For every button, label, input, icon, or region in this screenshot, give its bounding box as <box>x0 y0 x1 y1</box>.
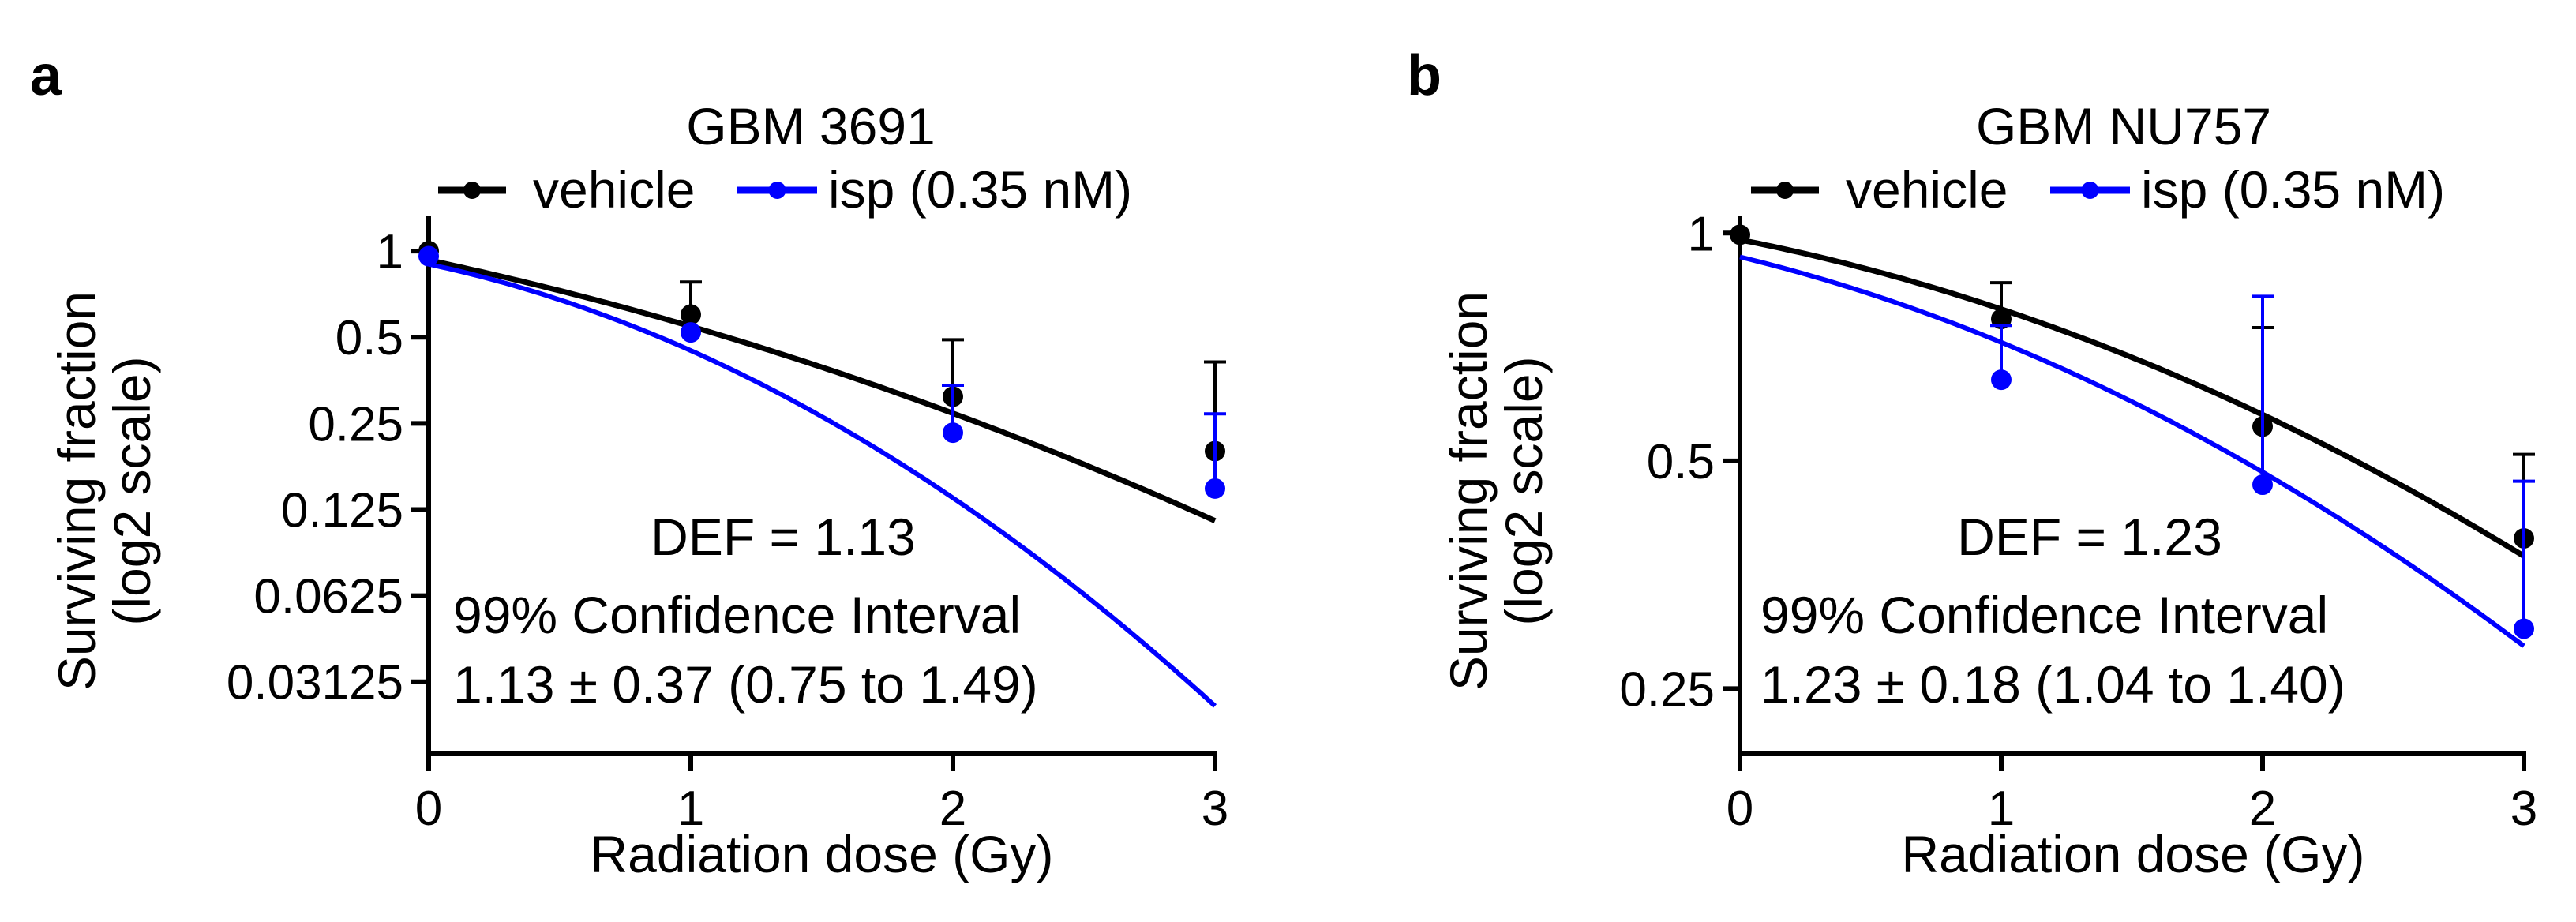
x-tick-label: 3 <box>1202 781 1228 836</box>
y-tick-label: 0.25 <box>308 397 403 452</box>
x-tick-label: 0 <box>415 781 442 836</box>
x-axis-label: Radiation dose (Gy) <box>591 825 1054 883</box>
y-tick-label: 0.25 <box>1619 662 1715 717</box>
x-tick-label: 1 <box>1988 781 2015 836</box>
data-point-isp <box>2514 618 2534 639</box>
data-point-isp <box>681 322 701 343</box>
data-point-vehicle <box>1730 224 1750 245</box>
x-tick-label: 0 <box>1727 781 1753 836</box>
annotation-def: DEF = 1.23 <box>1957 508 2222 566</box>
legend-marker-isp <box>2081 182 2099 199</box>
annotation-ci-title: 99% Confidence Interval <box>453 586 1021 644</box>
legend-label-vehicle: vehicle <box>1846 160 2008 219</box>
y-axis-label: Surviving fraction <box>1439 291 1498 691</box>
chart-title: GBM 3691 <box>686 97 936 156</box>
y-tick-label: 0.0625 <box>253 570 403 624</box>
x-tick-label: 2 <box>2249 781 2276 836</box>
x-tick-label: 3 <box>2510 781 2537 836</box>
annotation-ci-value: 1.13 ± 0.37 (0.75 to 1.49) <box>453 655 1038 714</box>
fit-curve-vehicle <box>428 257 1217 523</box>
fit-curve-isp <box>1739 254 2525 648</box>
y-tick-label: 1 <box>377 225 403 279</box>
fit-curve-isp <box>428 261 1217 708</box>
panel-label: b <box>1407 44 1442 107</box>
legend-marker-vehicle <box>463 182 481 199</box>
legend-label-isp: isp (0.35 nM) <box>828 160 1132 219</box>
y-axis-label-scale: (log2 scale) <box>1494 356 1553 625</box>
annotation-def: DEF = 1.13 <box>651 508 916 566</box>
y-tick-label: 1 <box>1688 207 1715 261</box>
x-axis-label: Radiation dose (Gy) <box>1902 825 2365 883</box>
chart-title: GBM NU757 <box>1976 97 2271 156</box>
y-tick-label: 0.03125 <box>227 656 403 710</box>
x-tick-label: 2 <box>939 781 966 836</box>
fit-curve-vehicle <box>1739 237 2525 559</box>
annotation-ci-value: 1.23 ± 0.18 (1.04 to 1.40) <box>1760 655 2345 714</box>
annotation-ci-title: 99% Confidence Interval <box>1760 586 2328 644</box>
y-tick-label: 0.125 <box>281 483 403 538</box>
x-tick-label: 1 <box>677 781 704 836</box>
legend-marker-isp <box>768 182 786 199</box>
data-point-isp <box>418 245 439 267</box>
panel-label: a <box>30 44 62 107</box>
data-point-isp <box>943 422 963 444</box>
y-tick-label: 0.5 <box>336 311 403 365</box>
data-point-isp <box>1205 478 1225 499</box>
data-point-vehicle <box>681 304 701 325</box>
legend-label-isp: isp (0.35 nM) <box>2141 160 2445 219</box>
y-tick-label: 0.5 <box>1647 435 1715 489</box>
data-point-isp <box>1991 369 2012 391</box>
legend-marker-vehicle <box>1776 182 1794 199</box>
y-axis-label-scale: (log2 scale) <box>103 356 161 625</box>
legend-label-vehicle: vehicle <box>533 160 695 219</box>
y-axis-label: Surviving fraction <box>47 291 106 691</box>
data-point-isp <box>2252 474 2273 496</box>
